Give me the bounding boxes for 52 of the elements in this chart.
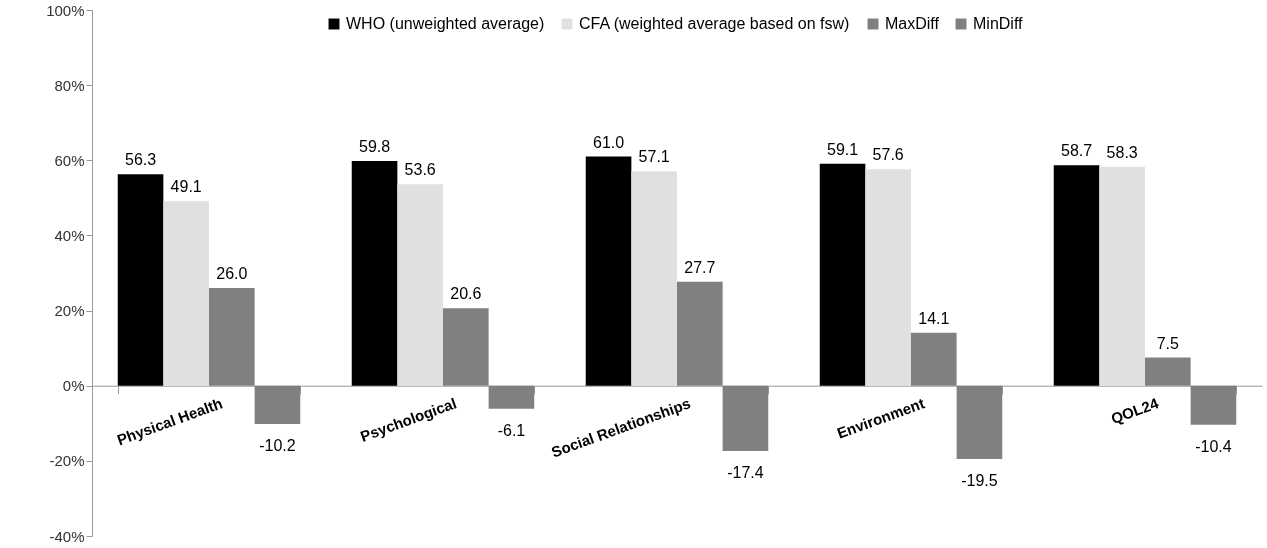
data-label: 53.6 xyxy=(404,161,436,179)
data-label: 14.1 xyxy=(918,309,950,327)
data-label: 58.7 xyxy=(1060,142,1093,160)
bar xyxy=(956,385,1003,459)
bar xyxy=(254,385,301,425)
y-tick-label: 80% xyxy=(54,76,85,94)
data-label: 61.0 xyxy=(592,133,625,151)
data-label: 49.1 xyxy=(170,178,202,196)
bar xyxy=(443,308,489,386)
bar xyxy=(488,385,535,409)
legend-label: CFA (weighted average based on fsw) xyxy=(579,15,850,32)
bar xyxy=(819,163,866,386)
y-tick-label: -20% xyxy=(49,452,85,470)
bar xyxy=(631,171,677,386)
bar xyxy=(163,201,209,386)
bar xyxy=(117,174,164,386)
bar xyxy=(911,332,957,386)
data-label: -19.5 xyxy=(961,471,998,489)
data-label: 59.8 xyxy=(358,138,391,156)
y-tick-label: 60% xyxy=(54,151,85,169)
data-label: 57.6 xyxy=(872,146,904,164)
data-label: 7.5 xyxy=(1156,334,1180,352)
bar xyxy=(677,281,723,386)
data-label: -6.1 xyxy=(497,421,526,439)
data-label: -10.4 xyxy=(1195,437,1232,455)
data-label: 20.6 xyxy=(450,285,482,303)
y-tick-label: 100% xyxy=(46,1,85,19)
bar xyxy=(722,385,769,452)
data-label: 59.1 xyxy=(826,140,859,158)
data-label: 26.0 xyxy=(216,265,248,283)
data-label: 57.1 xyxy=(638,148,670,166)
data-label: 58.3 xyxy=(1106,143,1138,161)
bar xyxy=(209,288,255,386)
bar xyxy=(351,161,398,386)
bar xyxy=(1053,165,1100,386)
y-tick-label: -40% xyxy=(49,527,85,545)
bar xyxy=(865,169,911,386)
legend-label: MinDiff xyxy=(973,15,1024,32)
y-tick-label: 0% xyxy=(62,377,85,395)
y-tick-label: 20% xyxy=(54,302,85,320)
bar xyxy=(1145,357,1191,386)
bar xyxy=(1190,385,1237,425)
data-label: -17.4 xyxy=(727,464,764,482)
bar xyxy=(585,156,632,386)
bar xyxy=(1099,166,1145,386)
legend-label: MaxDiff xyxy=(885,15,940,32)
data-label: 56.3 xyxy=(124,151,157,169)
y-tick-label: 40% xyxy=(54,226,85,244)
data-label: 27.7 xyxy=(684,258,716,276)
legend-label: WHO (unweighted average) xyxy=(346,15,545,32)
data-label: -10.2 xyxy=(259,437,296,455)
bar xyxy=(397,184,443,386)
